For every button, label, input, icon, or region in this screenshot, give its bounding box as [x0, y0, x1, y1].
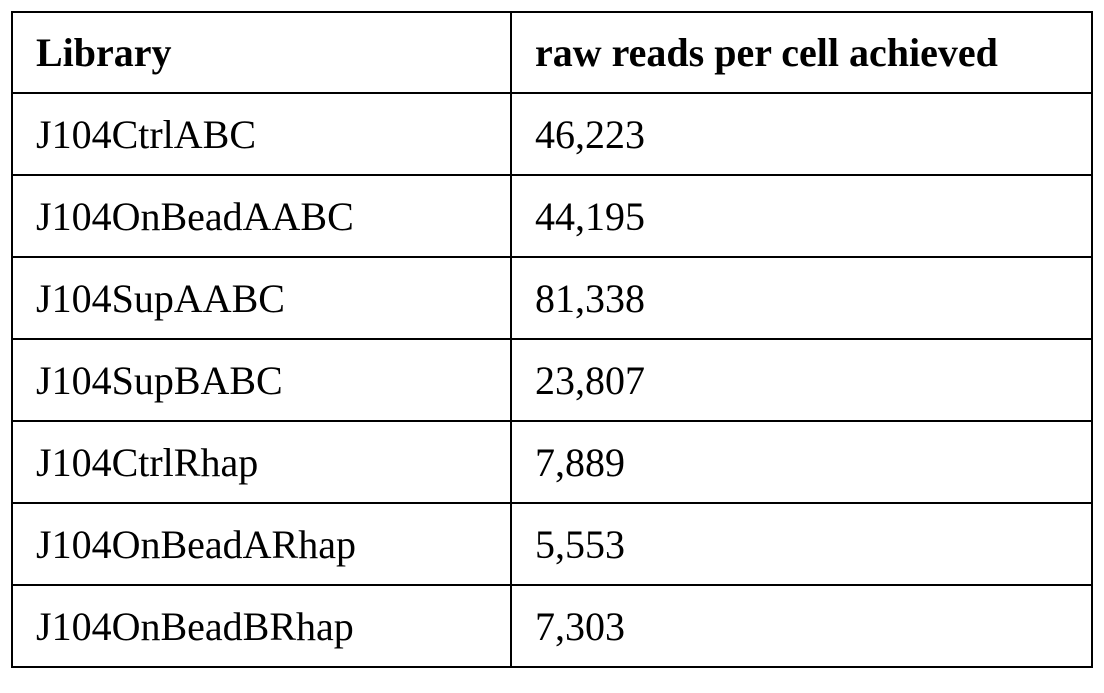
library-cell: J104SupBABC [12, 339, 511, 421]
table-row: J104OnBeadARhap5,553 [12, 503, 1092, 585]
data-table: Library raw reads per cell achieved J104… [11, 11, 1093, 668]
table-row: J104CtrlRhap7,889 [12, 421, 1092, 503]
library-cell: J104OnBeadARhap [12, 503, 511, 585]
table-header: Library raw reads per cell achieved [12, 12, 1092, 93]
header-row: Library raw reads per cell achieved [12, 12, 1092, 93]
header-cell: raw reads per cell achieved [511, 12, 1092, 93]
library-cell: J104OnBeadBRhap [12, 585, 511, 667]
reads-cell: 5,553 [511, 503, 1092, 585]
reads-cell: 46,223 [511, 93, 1092, 175]
table-row: J104OnBeadBRhap7,303 [12, 585, 1092, 667]
reads-cell: 23,807 [511, 339, 1092, 421]
library-cell: J104CtrlRhap [12, 421, 511, 503]
table-row: J104SupBABC23,807 [12, 339, 1092, 421]
library-cell: J104SupAABC [12, 257, 511, 339]
reads-cell: 81,338 [511, 257, 1092, 339]
table-row: J104OnBeadAABC44,195 [12, 175, 1092, 257]
table-row: J104SupAABC81,338 [12, 257, 1092, 339]
table-body: J104CtrlABC46,223J104OnBeadAABC44,195J10… [12, 93, 1092, 667]
reads-cell: 7,303 [511, 585, 1092, 667]
reads-cell: 7,889 [511, 421, 1092, 503]
library-cell: J104CtrlABC [12, 93, 511, 175]
reads-cell: 44,195 [511, 175, 1092, 257]
header-cell: Library [12, 12, 511, 93]
library-cell: J104OnBeadAABC [12, 175, 511, 257]
table-row: J104CtrlABC46,223 [12, 93, 1092, 175]
